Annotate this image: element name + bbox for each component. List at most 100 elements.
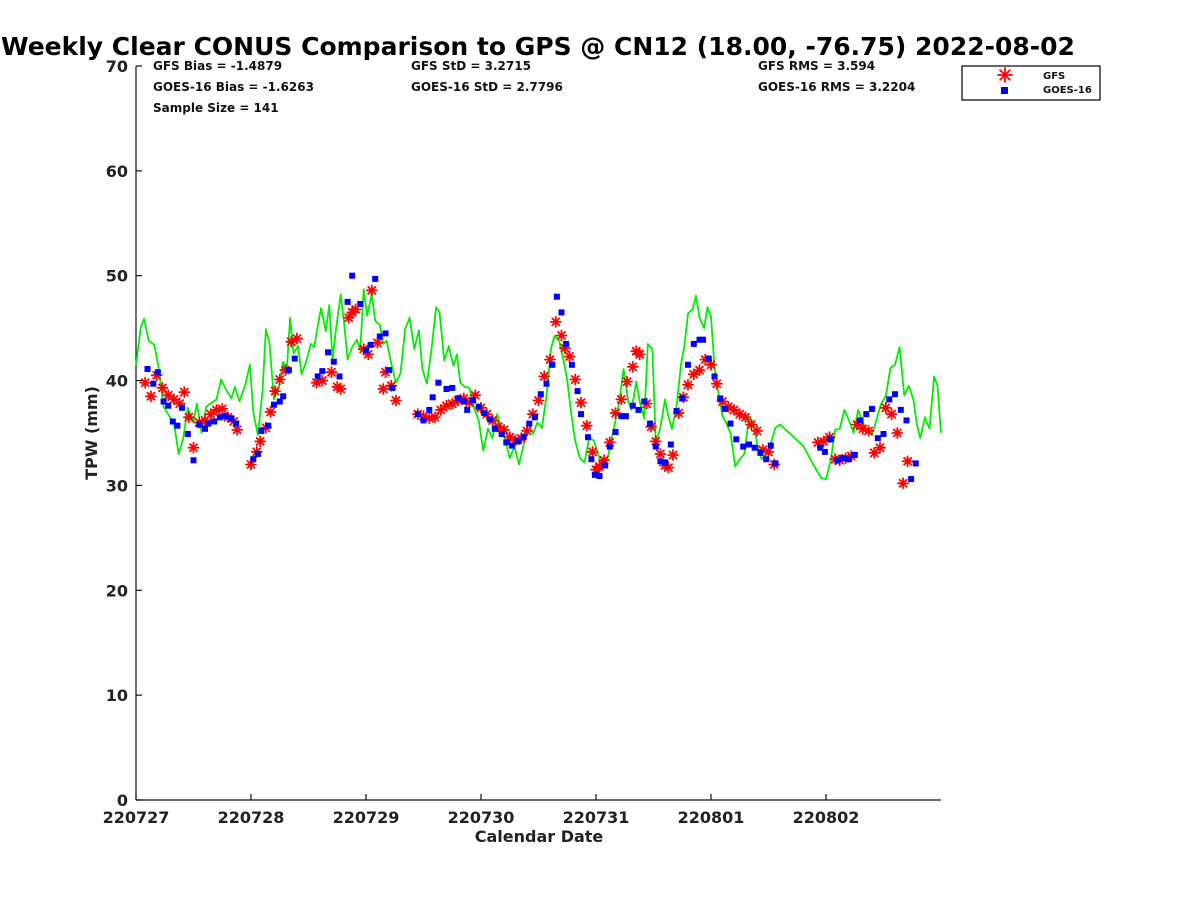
goes-point	[763, 456, 770, 463]
gfs-point	[434, 403, 447, 416]
goes-point	[908, 476, 915, 483]
goes-point	[205, 420, 212, 427]
goes-series	[144, 272, 919, 483]
gfs-point	[739, 411, 752, 424]
gfs-point	[891, 427, 904, 439]
gfs-point	[621, 375, 633, 388]
x-tick-label: 220728	[218, 808, 285, 827]
goes-point	[216, 414, 223, 421]
goes-point	[532, 414, 538, 421]
goes-point	[470, 397, 476, 404]
goes-point	[357, 301, 364, 307]
gfs-point	[609, 407, 622, 420]
goes-point	[265, 422, 272, 429]
goes-point	[880, 431, 887, 437]
goes-point	[641, 398, 648, 405]
goes-point	[460, 398, 467, 405]
goes-point	[509, 442, 515, 449]
goes-point	[711, 373, 718, 380]
goes-point	[420, 417, 427, 424]
asterisk-icon	[997, 67, 1013, 83]
legend-gfs-marker	[997, 67, 1013, 83]
gfs-point	[667, 449, 679, 461]
y-tick-label: 20	[106, 581, 128, 600]
goes-point	[851, 452, 858, 458]
goes-point	[596, 473, 603, 479]
gfs-point	[862, 424, 875, 437]
goes-point	[903, 417, 910, 424]
goes-point	[367, 341, 374, 348]
x-axis-label: Calendar Date	[475, 827, 604, 846]
goes-point	[772, 460, 779, 467]
goes-point	[271, 401, 277, 408]
goes-point	[721, 405, 728, 412]
goes-point	[382, 330, 389, 337]
stat-goes-bias: GOES-16 Bias = -1.6263	[153, 80, 314, 94]
goes-point	[700, 336, 706, 343]
goes-point	[685, 361, 691, 368]
gfs-point	[615, 393, 628, 406]
goes-point	[679, 395, 686, 402]
gfs-point	[156, 381, 169, 394]
gfs-point	[705, 358, 717, 371]
stat-gfs-std: GFS StD = 3.2715	[411, 59, 531, 73]
goes-point	[144, 366, 151, 372]
y-axis-label: TPW (mm)	[82, 386, 101, 480]
goes-point	[588, 456, 595, 463]
goes-point	[254, 451, 261, 457]
goes-point	[869, 405, 875, 412]
goes-point	[834, 457, 841, 464]
goes-point	[464, 406, 471, 413]
gfs-point	[204, 408, 217, 421]
goes-point	[276, 398, 283, 405]
goes-point	[285, 367, 292, 374]
goes-point	[250, 456, 257, 463]
goes-point	[543, 380, 550, 387]
y-tick-label: 60	[106, 162, 128, 181]
goes-point	[537, 391, 544, 398]
gfs-point	[874, 441, 886, 454]
goes-point	[727, 420, 734, 427]
gfs-point	[182, 411, 195, 424]
gfs-point	[162, 389, 175, 402]
goes-point	[190, 457, 197, 464]
goes-point	[647, 420, 653, 427]
goes-point	[652, 443, 659, 450]
goes-point	[602, 462, 609, 469]
gfs-point	[216, 402, 229, 415]
gfs-point	[555, 329, 568, 342]
y-tick-label: 10	[106, 686, 128, 705]
goes-point	[827, 436, 834, 443]
goes-point	[751, 444, 758, 451]
goes-point	[481, 410, 488, 417]
goes-point	[840, 455, 847, 462]
gfs-point	[187, 441, 200, 454]
gfs-point	[521, 424, 533, 437]
goes-point	[574, 388, 581, 395]
goes-point	[222, 413, 229, 420]
gfs-point	[586, 445, 599, 458]
gfs-point	[575, 396, 587, 409]
goes-point	[549, 361, 556, 368]
gfs-point	[273, 373, 286, 386]
goes-point	[585, 434, 591, 441]
goes-point	[757, 449, 764, 456]
gfs-point	[139, 376, 152, 389]
gps-line	[135, 288, 942, 480]
goes-point	[202, 425, 208, 432]
gfs-point	[569, 373, 582, 386]
goes-point	[673, 408, 680, 414]
y-tick-label: 30	[106, 476, 128, 495]
goes-point	[228, 415, 235, 422]
goes-point	[857, 417, 864, 424]
gfs-point	[897, 477, 909, 490]
goes-point	[897, 406, 904, 413]
goes-point	[886, 396, 893, 403]
goes-point	[154, 369, 161, 376]
legend-goes-label: GOES-16	[1043, 85, 1092, 96]
goes-point	[563, 340, 570, 347]
gfs-point	[167, 393, 180, 406]
x-tick-label: 220727	[103, 808, 170, 827]
goes-point	[363, 347, 369, 354]
goes-point	[280, 393, 287, 400]
